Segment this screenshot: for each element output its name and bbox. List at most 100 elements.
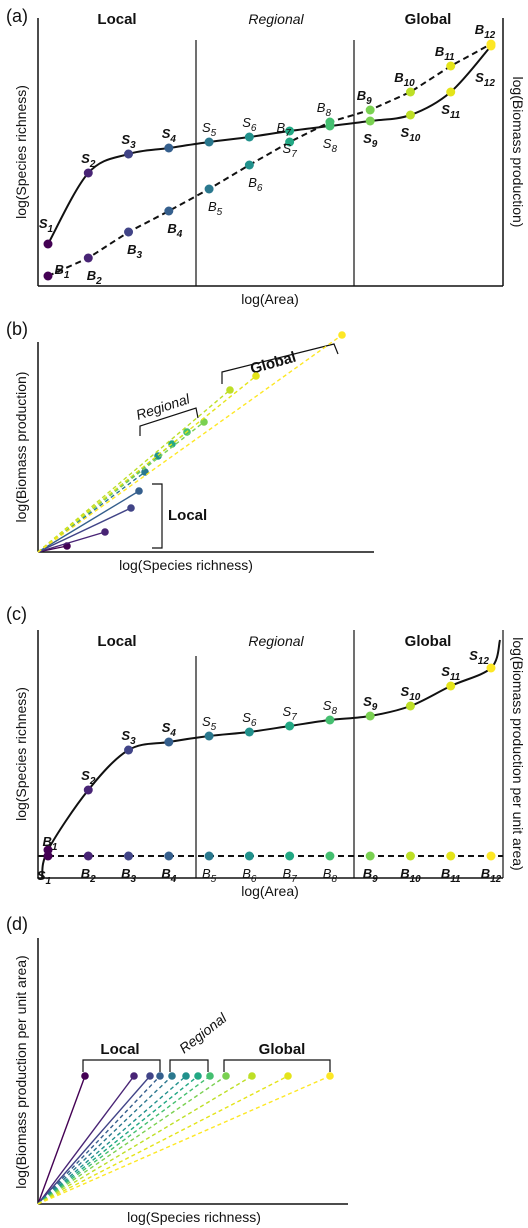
label-s1-a: S1 [39, 216, 54, 235]
label-b6-a: B6 [248, 175, 263, 194]
label-s7-a: S7 [283, 141, 298, 160]
label-b11-a: B11 [435, 44, 455, 63]
point-1-d [81, 1072, 89, 1080]
bracket-global-b [221, 343, 339, 384]
label-b7-a: B7 [277, 120, 292, 139]
point-s9-a [365, 116, 375, 126]
label-s11-a: S11 [441, 102, 460, 121]
point-s3-a [124, 149, 134, 159]
label-s6-c: S6 [242, 710, 257, 729]
ray-10-b [37, 389, 231, 553]
x-axis-label-b: log(Species richness) [119, 557, 253, 573]
biomass-line-a [47, 43, 492, 277]
ray-5-b [37, 471, 146, 553]
point-s3-c [124, 745, 134, 755]
point-b4-a [164, 206, 174, 216]
label-s12-c: S12 [469, 648, 489, 667]
ray-10-d [37, 1075, 253, 1205]
point-s10-a [405, 110, 415, 120]
label-s10-a: S10 [401, 125, 421, 144]
point-b12-c [486, 851, 496, 861]
point-10-b [226, 386, 234, 394]
panel-label-b: (b) [6, 319, 28, 339]
species-curve-a [47, 45, 492, 245]
ray-12-b [37, 334, 343, 553]
point-2-d [130, 1072, 138, 1080]
point-b1-a [43, 271, 53, 281]
point-9-d [222, 1072, 230, 1080]
point-s8-c [325, 715, 335, 725]
ray-2-d [37, 1075, 135, 1205]
group-local-d: Local [100, 1041, 139, 1058]
point-s2-a [83, 168, 93, 178]
point-s11-c [446, 681, 456, 691]
point-b5-c [204, 851, 214, 861]
point-b7-a [285, 137, 295, 147]
bracket-local-d [82, 1059, 161, 1072]
label-b11-c: B11 [441, 866, 461, 885]
panel-label-d: (d) [6, 914, 28, 934]
label-s1-c: S1 [37, 868, 52, 887]
label-b4-a: B4 [167, 221, 182, 240]
point-3-b [127, 504, 135, 512]
point-s7-c [285, 721, 295, 731]
label-s2-c: S2 [81, 768, 96, 787]
point-b2-a [83, 253, 93, 263]
region-global-a: Global [405, 11, 452, 28]
point-10-d [248, 1072, 256, 1080]
bracket-regional-b [139, 407, 199, 436]
y-axis-right-label-a: log(Biomass production) [510, 77, 526, 228]
label-s11-c: S11 [441, 664, 460, 683]
x-axis-label-a: log(Area) [241, 291, 299, 307]
region-regional-a: Regional [248, 11, 304, 27]
point-12-d [326, 1072, 334, 1080]
y-axis-label-d: log(Biomass production per unit area) [13, 955, 29, 1188]
point-b7-c [285, 851, 295, 861]
point-s4-a [164, 143, 174, 153]
label-b1-c: B1 [43, 834, 58, 853]
label-s5-a: S5 [202, 120, 217, 139]
panel-b: log(Species richness) log(Biomass produc… [13, 331, 374, 573]
x-axis-label-d: log(Species richness) [127, 1209, 261, 1225]
label-b8-a: B8 [317, 100, 332, 119]
region-global-c: Global [405, 633, 452, 650]
label-b10-a: B10 [394, 70, 415, 89]
point-s1-a [43, 239, 53, 249]
point-b4-c [164, 851, 174, 861]
point-b3-c [124, 851, 134, 861]
label-s4-a: S4 [162, 126, 177, 145]
point-s7-a [285, 126, 295, 136]
point-12-b [338, 331, 346, 339]
label-b2-c: B2 [81, 866, 96, 885]
panel-a: Local Regional Global log(Area) log(Spec… [13, 11, 526, 307]
point-11-d [284, 1072, 292, 1080]
point-8-d [206, 1072, 214, 1080]
point-b2-c [83, 851, 93, 861]
ray-2-b [37, 531, 106, 553]
point-5-d [168, 1072, 176, 1080]
ray-4-b [37, 490, 140, 553]
y-axis-label-b: log(Biomass production) [13, 372, 29, 523]
point-s9-c [365, 711, 375, 721]
region-local-c: Local [97, 633, 136, 650]
point-2-b [101, 528, 109, 536]
point-b8-a [325, 117, 335, 127]
point-b6-c [244, 851, 254, 861]
ray-1-d [37, 1075, 86, 1205]
ray-9-d [37, 1075, 227, 1205]
label-s3-c: S3 [121, 728, 136, 747]
point-b11-a [446, 61, 456, 71]
label-s8-c: S8 [323, 698, 338, 717]
ray-11-d [37, 1075, 289, 1205]
point-b10-a [405, 87, 415, 97]
ray-5-d [37, 1075, 173, 1205]
region-local-a: Local [97, 11, 136, 28]
point-b9-a [365, 105, 375, 115]
label-b8-c: B8 [323, 866, 338, 885]
ray-4-d [37, 1075, 161, 1205]
label-b12-a: B12 [475, 22, 496, 41]
group-regional-d: Regional [176, 1009, 230, 1056]
point-b6-a [244, 160, 254, 170]
point-s11-a [446, 87, 456, 97]
label-s7-c: S7 [283, 704, 298, 723]
